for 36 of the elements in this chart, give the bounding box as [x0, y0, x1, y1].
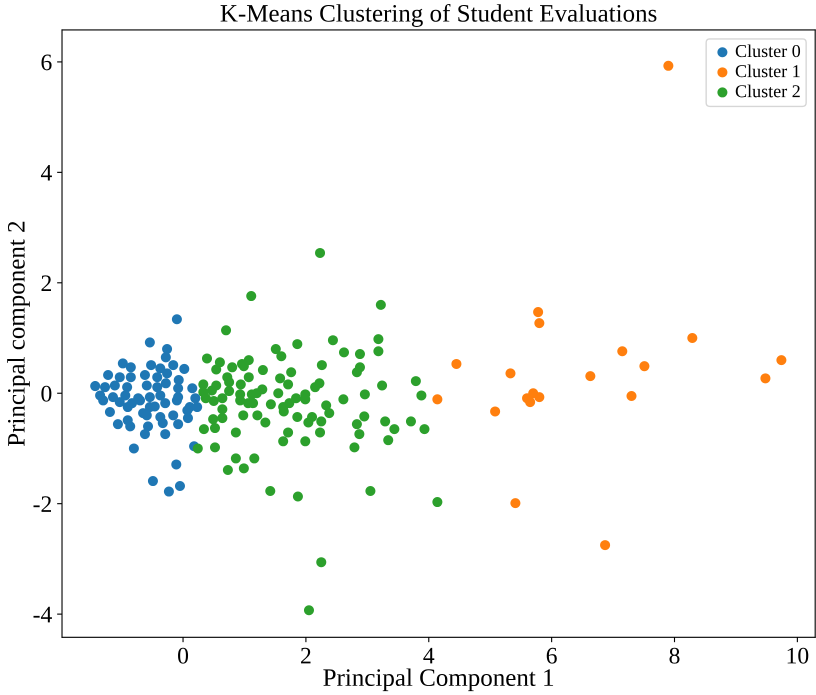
- point: [510, 498, 520, 508]
- chart-title: K-Means Clustering of Student Evaluations: [220, 4, 656, 27]
- x-tick-label: 8: [670, 648, 680, 664]
- point: [626, 390, 637, 402]
- point: [533, 307, 544, 318]
- y-tick-label: 0: [41, 386, 52, 402]
- point: [663, 60, 674, 71]
- point: [451, 358, 462, 369]
- point: [490, 406, 500, 416]
- point: [600, 540, 610, 550]
- x-tick-label: 4: [423, 648, 434, 664]
- y-tick-label: -4: [34, 606, 52, 622]
- y-tick-label: -2: [34, 496, 51, 512]
- point: [776, 355, 786, 366]
- x-axis-title: Principal Component 1: [323, 668, 554, 692]
- point: [617, 346, 628, 356]
- point: [505, 368, 516, 378]
- legend-label: Cluster 0: [736, 44, 800, 58]
- point: [585, 371, 596, 382]
- x-tick-label: 6: [546, 648, 557, 664]
- y-tick-label: 2: [42, 275, 51, 291]
- y-axis-title: Principal component 2: [7, 222, 30, 446]
- point: [639, 361, 650, 372]
- point: [432, 394, 442, 404]
- point: [760, 373, 770, 384]
- x-tick-label: 2: [301, 648, 311, 664]
- y-tick-label: 4: [40, 165, 52, 181]
- point: [534, 318, 544, 328]
- y-tick-label: 6: [42, 54, 52, 70]
- point: [534, 392, 544, 402]
- x-tick-label: 10: [788, 648, 808, 664]
- legend-label: Cluster 2: [736, 84, 800, 98]
- x-tick-label: 0: [178, 648, 188, 664]
- legend-label: Cluster 1: [736, 64, 800, 78]
- point: [687, 333, 698, 344]
- point: [525, 397, 536, 408]
